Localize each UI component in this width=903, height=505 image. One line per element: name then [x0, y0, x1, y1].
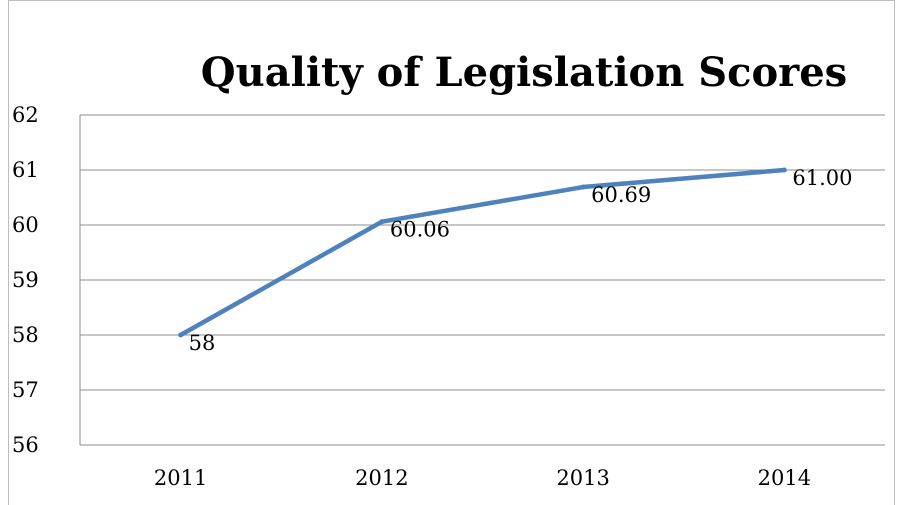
data-label-2013: 60.69	[591, 183, 651, 207]
x-axis-tick-labels: 2011 2012 2013 2014	[154, 466, 811, 490]
y-tick-label-60: 60	[12, 213, 39, 237]
y-tick-label-57: 57	[12, 378, 39, 402]
x-tick-label-2012: 2012	[355, 466, 408, 490]
x-tick-label-2011: 2011	[154, 466, 207, 490]
x-tick-label-2013: 2013	[556, 466, 609, 490]
data-label-2011: 58	[189, 331, 216, 355]
series-line	[178, 167, 787, 338]
gridlines	[80, 114, 885, 391]
data-label-2012: 60.06	[390, 218, 450, 242]
data-point-2014	[781, 167, 787, 173]
series-layer	[178, 167, 787, 338]
chart-title: Quality of Legislation Scores	[201, 49, 847, 96]
y-tick-label-56: 56	[12, 433, 39, 457]
y-tick-label-62: 62	[12, 103, 39, 127]
axes	[79, 115, 885, 446]
data-labels: 58 60.06 60.69 61.00	[189, 166, 853, 355]
y-tick-label-58: 58	[12, 323, 39, 347]
data-label-2014: 61.00	[792, 166, 852, 190]
y-tick-label-59: 59	[12, 268, 39, 292]
data-point-2011	[178, 332, 184, 338]
data-point-2013	[580, 184, 586, 190]
data-point-2012	[379, 219, 385, 225]
chart-frame	[8, 0, 895, 505]
y-axis-tick-labels: 56 57 58 59 60 61 62	[12, 103, 39, 457]
y-tick-label-61: 61	[12, 158, 39, 182]
x-tick-label-2014: 2014	[758, 466, 811, 490]
